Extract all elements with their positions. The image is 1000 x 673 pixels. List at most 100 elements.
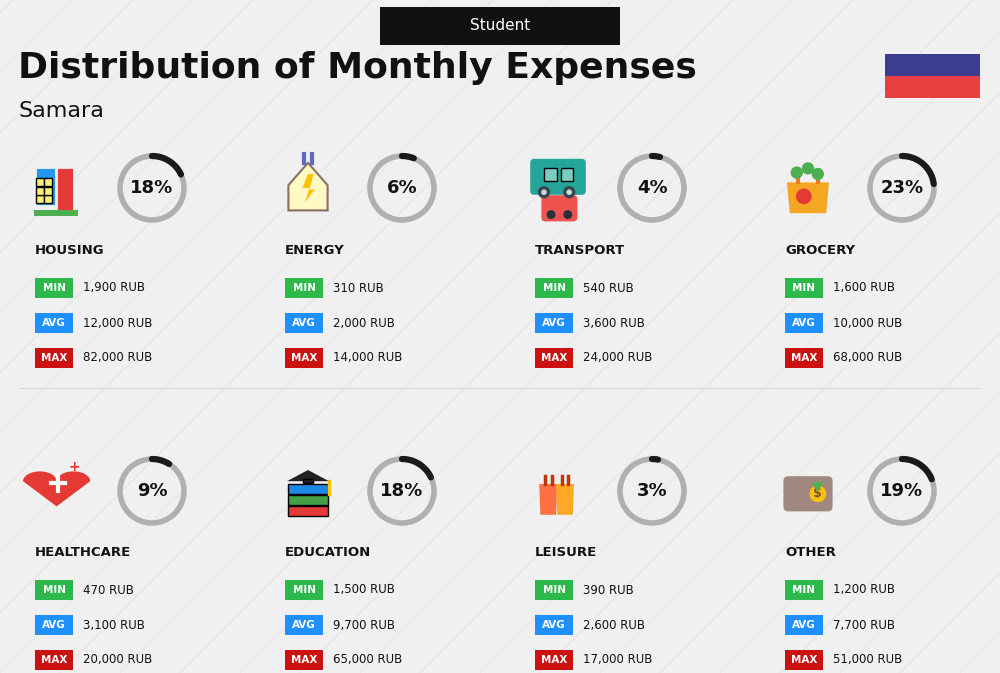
FancyBboxPatch shape [35, 313, 73, 333]
Circle shape [812, 168, 824, 180]
Polygon shape [787, 182, 829, 213]
Text: AVG: AVG [42, 318, 66, 328]
FancyBboxPatch shape [785, 278, 823, 298]
Text: MIN: MIN [792, 283, 815, 293]
Text: LEISURE: LEISURE [535, 546, 597, 559]
Text: 9,700 RUB: 9,700 RUB [333, 618, 395, 631]
FancyBboxPatch shape [44, 195, 52, 203]
Text: Student: Student [470, 18, 530, 34]
Text: +: + [69, 460, 81, 474]
Text: MAX: MAX [541, 655, 567, 665]
Text: $: $ [813, 487, 822, 500]
Text: 3,600 RUB: 3,600 RUB [583, 316, 645, 330]
FancyBboxPatch shape [57, 168, 73, 213]
Text: Distribution of Monthly Expenses: Distribution of Monthly Expenses [18, 51, 697, 85]
Text: 1,900 RUB: 1,900 RUB [83, 281, 145, 295]
Circle shape [802, 162, 814, 174]
FancyBboxPatch shape [785, 348, 823, 368]
Text: HOUSING: HOUSING [35, 244, 105, 258]
Text: 9%: 9% [137, 482, 167, 500]
Text: MAX: MAX [791, 353, 817, 363]
Text: 6%: 6% [387, 179, 417, 197]
Polygon shape [23, 471, 90, 506]
FancyBboxPatch shape [544, 168, 557, 181]
FancyBboxPatch shape [380, 7, 620, 45]
FancyBboxPatch shape [288, 506, 328, 516]
Circle shape [566, 189, 572, 195]
Circle shape [541, 189, 547, 195]
Text: AVG: AVG [542, 318, 566, 328]
FancyBboxPatch shape [285, 615, 323, 635]
Text: 51,000 RUB: 51,000 RUB [833, 653, 902, 666]
Text: 68,000 RUB: 68,000 RUB [833, 351, 902, 365]
Polygon shape [287, 470, 329, 481]
Text: OTHER: OTHER [785, 546, 836, 559]
FancyBboxPatch shape [285, 580, 323, 600]
Circle shape [796, 188, 812, 204]
Text: MAX: MAX [791, 655, 817, 665]
FancyBboxPatch shape [44, 178, 52, 186]
Polygon shape [556, 484, 574, 515]
Text: 17,000 RUB: 17,000 RUB [583, 653, 652, 666]
FancyBboxPatch shape [885, 54, 980, 76]
Text: 4%: 4% [637, 179, 667, 197]
FancyBboxPatch shape [36, 168, 55, 205]
FancyBboxPatch shape [36, 187, 44, 194]
Text: 2,600 RUB: 2,600 RUB [583, 618, 645, 631]
Text: MAX: MAX [41, 655, 67, 665]
Circle shape [809, 485, 826, 502]
Text: Samara: Samara [18, 101, 104, 121]
Text: AVG: AVG [542, 620, 566, 630]
Text: 310 RUB: 310 RUB [333, 281, 384, 295]
FancyBboxPatch shape [785, 615, 823, 635]
FancyBboxPatch shape [35, 615, 73, 635]
FancyBboxPatch shape [35, 650, 73, 670]
FancyBboxPatch shape [535, 650, 573, 670]
Text: 3%: 3% [637, 482, 667, 500]
Text: TRANSPORT: TRANSPORT [535, 244, 625, 258]
Text: AVG: AVG [292, 318, 316, 328]
Text: GROCERY: GROCERY [785, 244, 855, 258]
Text: 82,000 RUB: 82,000 RUB [83, 351, 152, 365]
Text: 23%: 23% [880, 179, 924, 197]
Text: 24,000 RUB: 24,000 RUB [583, 351, 652, 365]
Text: 390 RUB: 390 RUB [583, 583, 634, 596]
Text: HEALTHCARE: HEALTHCARE [35, 546, 131, 559]
Text: MIN: MIN [542, 585, 566, 595]
Text: 1,500 RUB: 1,500 RUB [333, 583, 395, 596]
FancyBboxPatch shape [35, 580, 73, 600]
Text: 12,000 RUB: 12,000 RUB [83, 316, 152, 330]
Text: 3,100 RUB: 3,100 RUB [83, 618, 145, 631]
FancyBboxPatch shape [535, 313, 573, 333]
Text: 65,000 RUB: 65,000 RUB [333, 653, 402, 666]
Text: 470 RUB: 470 RUB [83, 583, 134, 596]
Text: 10,000 RUB: 10,000 RUB [833, 316, 902, 330]
FancyBboxPatch shape [785, 580, 823, 600]
Text: 14,000 RUB: 14,000 RUB [333, 351, 402, 365]
FancyBboxPatch shape [35, 348, 73, 368]
FancyBboxPatch shape [288, 495, 328, 505]
Text: MIN: MIN [542, 283, 566, 293]
Text: MIN: MIN [792, 585, 815, 595]
Text: MIN: MIN [42, 585, 66, 595]
Text: 1,200 RUB: 1,200 RUB [833, 583, 895, 596]
FancyBboxPatch shape [535, 580, 573, 600]
Text: MAX: MAX [291, 655, 317, 665]
Text: MIN: MIN [292, 283, 316, 293]
FancyBboxPatch shape [535, 278, 573, 298]
FancyBboxPatch shape [783, 476, 833, 511]
FancyBboxPatch shape [785, 650, 823, 670]
Circle shape [538, 186, 550, 199]
FancyBboxPatch shape [285, 650, 323, 670]
Text: 18%: 18% [130, 179, 174, 197]
FancyBboxPatch shape [44, 187, 52, 194]
FancyBboxPatch shape [36, 195, 44, 203]
FancyBboxPatch shape [35, 278, 73, 298]
Circle shape [563, 210, 572, 219]
FancyBboxPatch shape [561, 168, 573, 181]
FancyBboxPatch shape [285, 348, 323, 368]
Text: EDUCATION: EDUCATION [285, 546, 371, 559]
Text: MIN: MIN [42, 283, 66, 293]
FancyBboxPatch shape [303, 479, 313, 483]
Text: 18%: 18% [380, 482, 424, 500]
